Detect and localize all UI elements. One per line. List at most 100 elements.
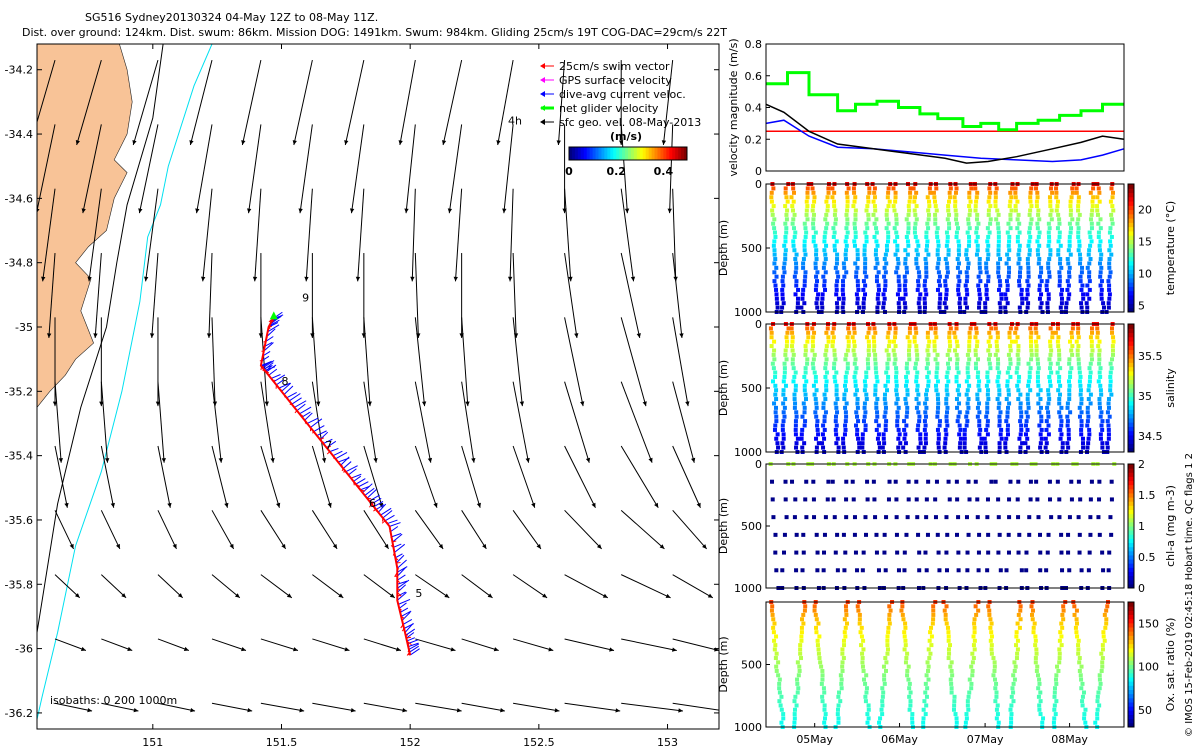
profile-point	[1110, 348, 1115, 353]
sfc-vector-head	[270, 457, 275, 463]
profile-point	[862, 414, 867, 419]
profile-point	[814, 625, 819, 630]
profile-point	[783, 204, 788, 209]
sfc-vector	[564, 445, 596, 508]
profile-point	[1008, 226, 1013, 231]
profile-point	[883, 427, 888, 432]
profile-point	[876, 568, 881, 573]
profile-point	[986, 208, 991, 213]
profile-point	[1035, 221, 1040, 226]
profile-point	[903, 621, 908, 626]
profile-point	[922, 419, 927, 424]
profile-point	[842, 630, 847, 635]
profile-point	[1028, 221, 1033, 226]
profile-point	[817, 634, 822, 639]
dac-vector	[395, 554, 405, 564]
legend-label: dive-avg current veloc.	[559, 88, 686, 101]
profile-point	[993, 199, 998, 204]
profile-point	[1059, 634, 1064, 639]
profile-point	[831, 366, 836, 371]
profile-point	[923, 712, 928, 717]
profile-point	[945, 239, 950, 244]
profile-point	[995, 397, 1000, 402]
profile-point	[1109, 326, 1114, 331]
profile-point	[906, 664, 911, 669]
dac-vector	[296, 403, 306, 412]
profile-point	[825, 195, 830, 200]
profile-point	[794, 279, 799, 284]
profile-point	[784, 515, 789, 520]
sfc-vector-head	[410, 276, 415, 282]
profile-point	[790, 339, 795, 344]
profile-point	[833, 208, 838, 213]
profile-point	[833, 357, 838, 362]
profile-point	[842, 568, 847, 573]
profile-point	[793, 427, 798, 432]
profile-colorbar-cell	[1128, 184, 1134, 189]
profile-point	[820, 677, 825, 682]
profile-point	[1089, 339, 1094, 344]
profile-point	[1109, 212, 1114, 217]
profile-point	[1095, 204, 1100, 209]
profile-point	[891, 339, 896, 344]
profile-point	[781, 712, 786, 717]
time-tick-label: 08May	[1051, 733, 1088, 746]
profile-point	[857, 441, 862, 446]
profile-point	[823, 252, 828, 257]
profile-point	[863, 694, 868, 699]
profile-point	[903, 257, 908, 262]
profile-point	[973, 348, 978, 353]
profile-point	[1016, 550, 1021, 555]
profile-point	[928, 630, 933, 635]
profile-point	[872, 497, 877, 502]
profile-point	[988, 190, 993, 195]
profile-point	[946, 204, 951, 209]
profile-point	[944, 515, 949, 520]
profile-point	[866, 199, 871, 204]
profile-point	[984, 270, 989, 275]
profile-point	[916, 301, 921, 306]
profile-point	[1091, 186, 1096, 191]
profile-point	[1046, 410, 1051, 415]
profile-point	[1078, 497, 1083, 502]
profile-point	[975, 414, 980, 419]
profile-colorbar-cell	[1128, 226, 1134, 232]
profile-point	[861, 668, 866, 673]
profile-point	[852, 361, 857, 366]
profile-point	[882, 550, 887, 555]
profile-point	[833, 401, 838, 406]
profile-point	[803, 419, 808, 424]
profile-point	[962, 445, 967, 450]
profile-point	[986, 199, 991, 204]
profile-point	[1105, 410, 1110, 415]
profile-point	[968, 326, 973, 331]
profile-point	[986, 357, 991, 362]
profile-point	[843, 374, 848, 379]
profile-point	[944, 383, 949, 388]
coastline-land	[37, 44, 133, 408]
profile-point	[1098, 217, 1103, 222]
profile-point	[835, 397, 840, 402]
profile-point	[1057, 270, 1062, 275]
profile-point	[1099, 392, 1104, 397]
profile-point	[1098, 283, 1103, 288]
profile-point	[833, 427, 838, 432]
profile-point	[1057, 352, 1062, 357]
profile-point	[842, 617, 847, 622]
profile-point	[836, 694, 841, 699]
profile-point	[866, 352, 871, 357]
profile-point	[1067, 292, 1072, 297]
profile-point	[894, 221, 899, 226]
profile-point	[840, 660, 845, 665]
profile-point	[1025, 279, 1030, 284]
profile-point	[783, 248, 788, 253]
profile-point	[814, 445, 819, 450]
profile-point	[1070, 352, 1075, 357]
profile-point	[1104, 608, 1109, 613]
profile-point	[946, 248, 951, 253]
profile-point	[872, 195, 877, 200]
sfc-vector-shaft	[54, 445, 68, 508]
profile-point	[803, 392, 808, 397]
profile-point	[956, 261, 961, 266]
